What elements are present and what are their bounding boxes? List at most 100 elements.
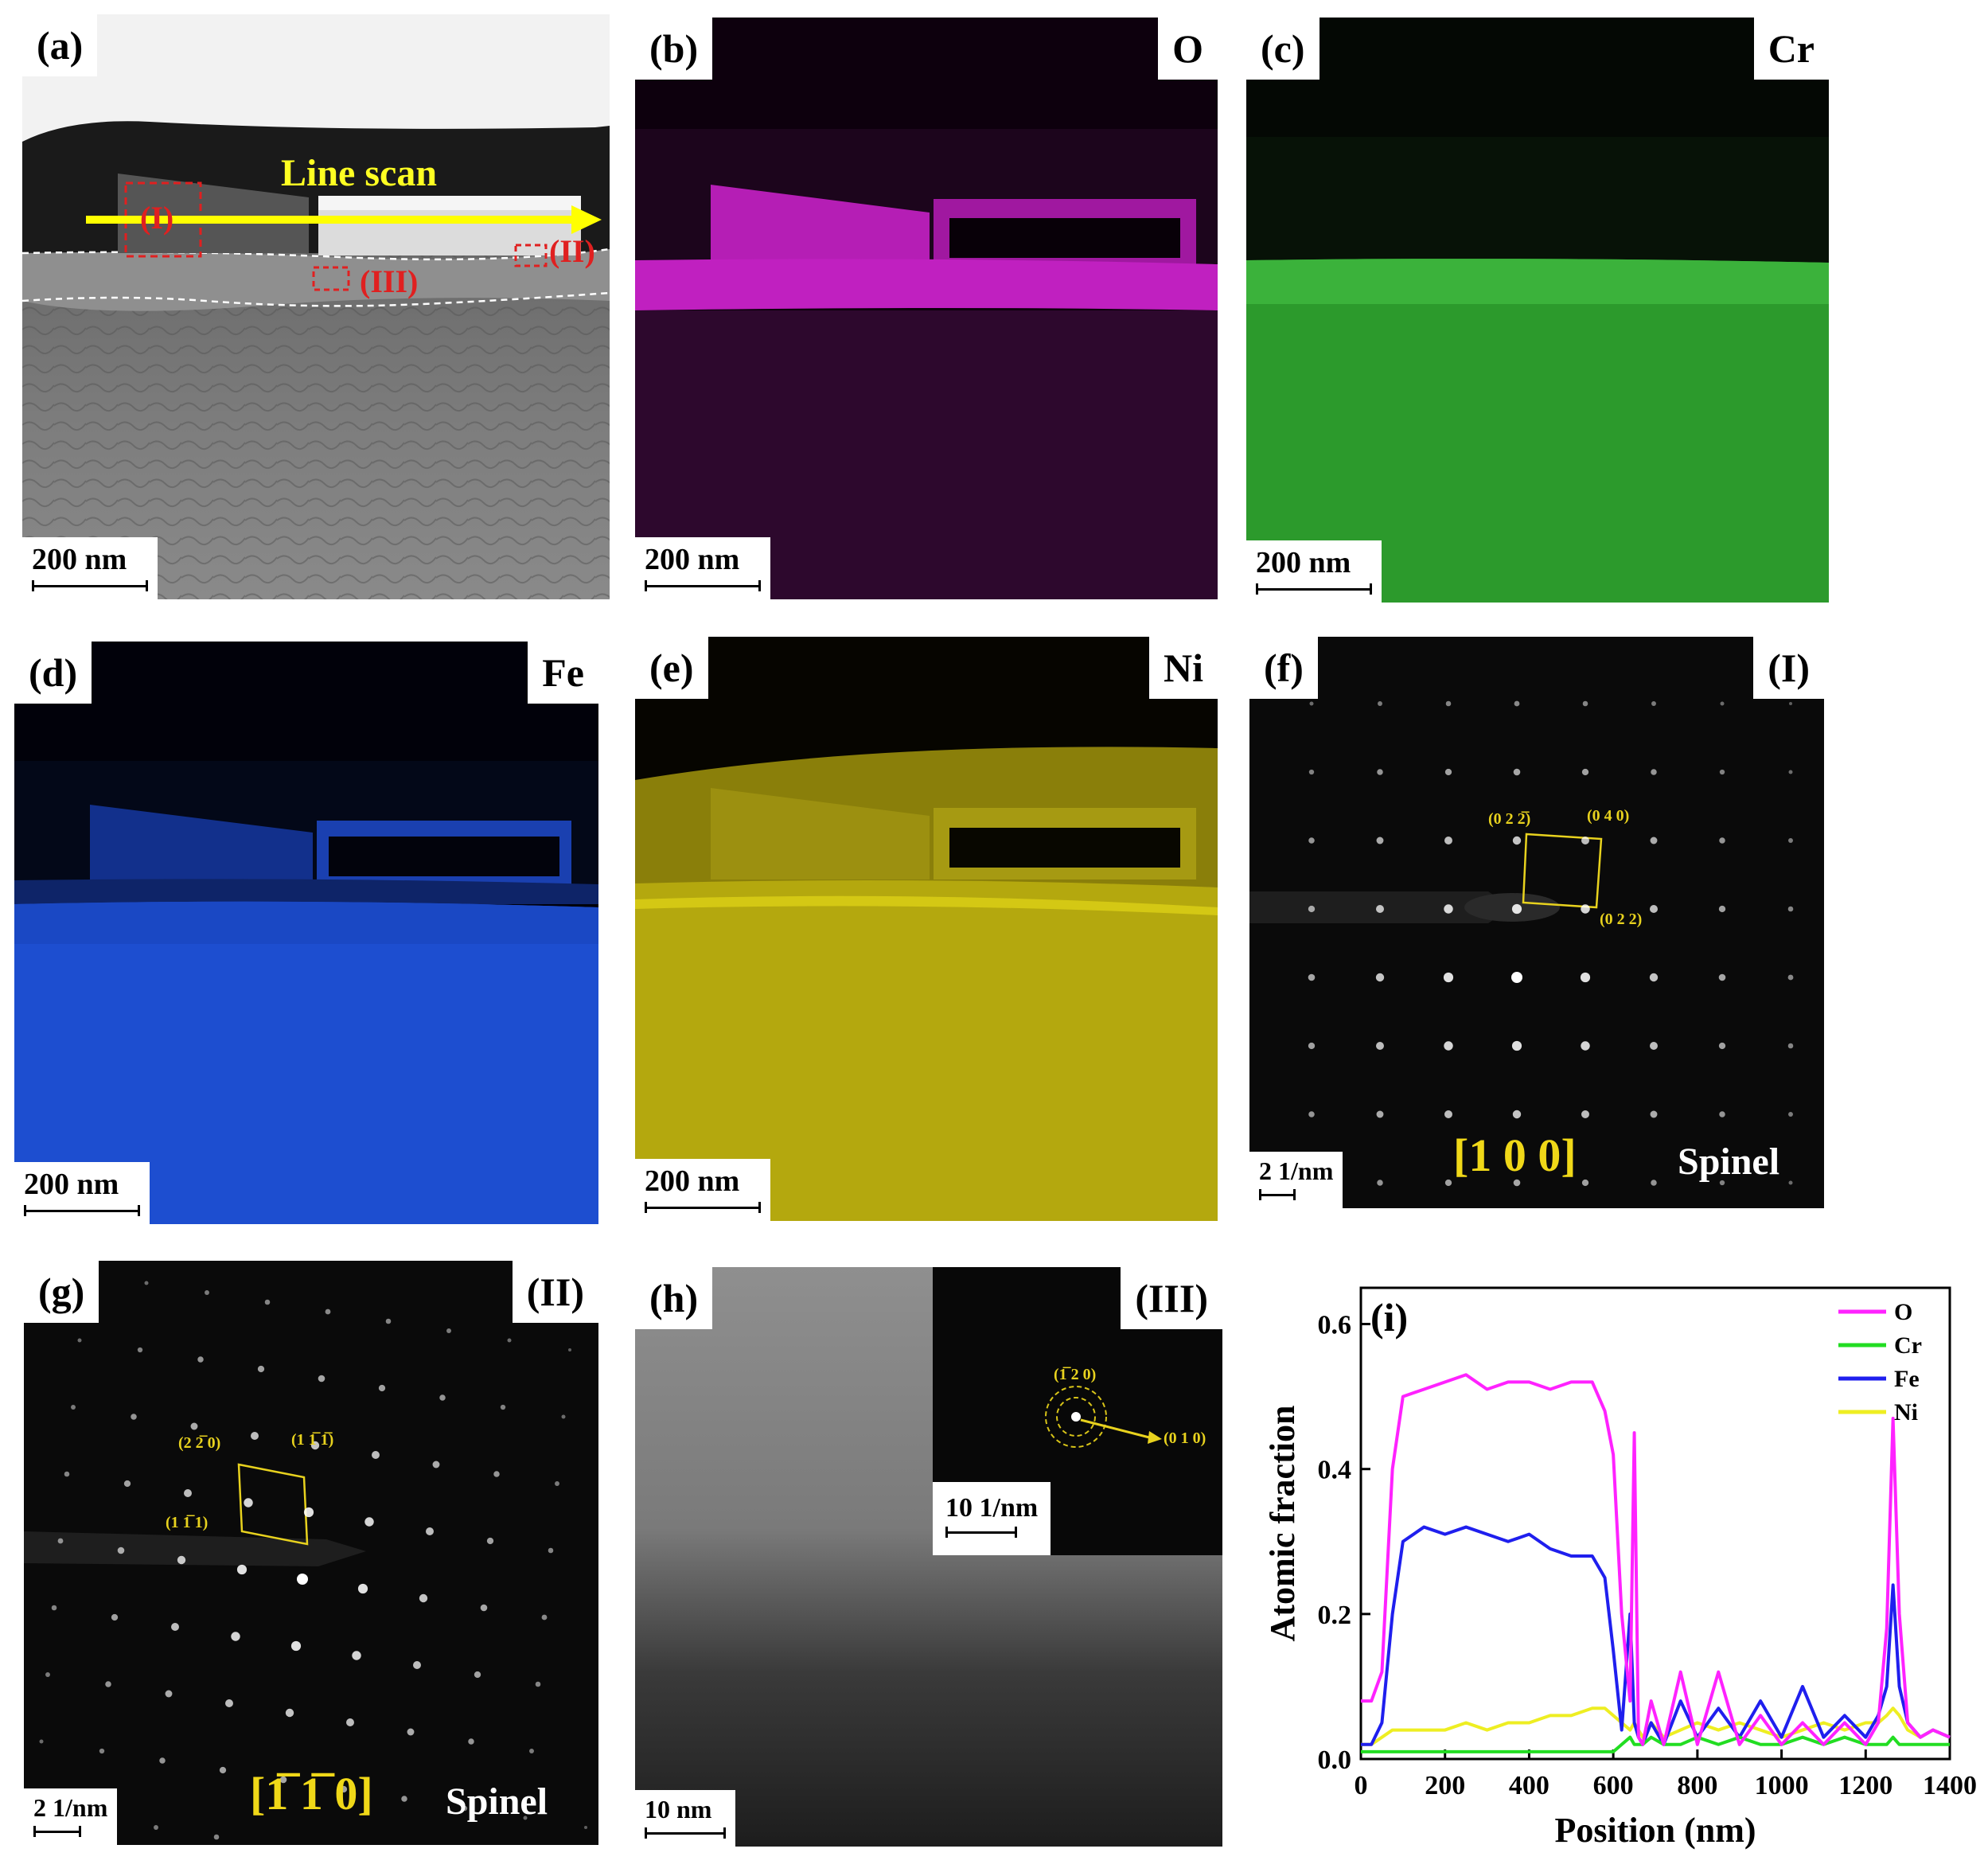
x-tick-label: 1000	[1755, 1771, 1809, 1800]
saed-g-diffraction-spot	[123, 1480, 131, 1488]
scale-bar-c-text: 200 nm	[1256, 546, 1351, 579]
legend-label-o: O	[1894, 1299, 1912, 1325]
saed-f-diffraction-spot	[1651, 701, 1656, 706]
saed-g-diffraction-spot	[285, 1708, 294, 1718]
saed-g-diffraction-spot	[480, 1604, 488, 1612]
saed-f-diffraction-spot	[1377, 769, 1383, 775]
saed-g-diffraction-spot	[426, 1527, 434, 1535]
saed-pattern-g	[24, 1261, 598, 1845]
legend-label-fe: Fe	[1894, 1366, 1920, 1392]
saed-f-diffraction-spot	[1719, 1111, 1725, 1117]
saed-f-diffraction-spot	[1789, 702, 1792, 705]
saed-g-diffraction-spot	[555, 1481, 559, 1486]
saed-g-diffraction-spot	[144, 1281, 149, 1285]
saed-g-diffraction-spot	[372, 1451, 380, 1459]
saed-g-diffraction-spot	[219, 1766, 227, 1774]
scale-bar-a-text: 200 nm	[32, 543, 127, 576]
saed-f-diffraction-spot	[1581, 837, 1589, 844]
saed-g-diffraction-spot	[340, 1785, 348, 1793]
saed-g-diffraction-spot	[244, 1498, 253, 1507]
saed-g-diffraction-spot	[184, 1489, 192, 1497]
saed-g-diffraction-spot	[279, 1776, 287, 1784]
saed-f-diffraction-spot	[1308, 1111, 1315, 1117]
saed-g-diffraction-spot	[190, 1422, 198, 1430]
saed-f-diffraction-spot	[1308, 905, 1316, 913]
saed-g-diffraction-spot	[64, 1471, 70, 1477]
saed-f-diffraction-spot	[1788, 1180, 1793, 1185]
x-tick-label: 1200	[1838, 1771, 1892, 1800]
x-tick-label: 400	[1509, 1771, 1549, 1800]
saed-f-diffraction-spot	[1444, 904, 1453, 914]
saed-g-diffraction-spot	[548, 1547, 554, 1554]
panel-c-label: (c)	[1246, 18, 1319, 80]
saed-f-diffraction-spot	[1719, 837, 1725, 844]
spot-label-h-1: (1̅ 2 0)	[1054, 1366, 1097, 1383]
panel-i-label: (i)	[1370, 1295, 1408, 1340]
saed-g-diffraction-spot	[105, 1681, 111, 1687]
scale-bar-a: 200 nm	[22, 537, 158, 599]
scale-bar-d-text: 200 nm	[24, 1168, 119, 1201]
y-tick-label: 0.6	[1318, 1311, 1352, 1340]
legend-label-cr: Cr	[1894, 1332, 1922, 1359]
saed-f-diffraction-spot	[1719, 1180, 1725, 1186]
saed-g-diffraction-spot	[264, 1299, 271, 1305]
saed-f-diffraction-spot	[1378, 701, 1382, 706]
saed-g-diffraction-spot	[45, 1672, 50, 1677]
saed-g-diffraction-spot	[318, 1375, 325, 1383]
y-tick-label: 0.4	[1318, 1456, 1352, 1485]
saed-g-diffraction-spot	[486, 1537, 494, 1545]
saed-g-diffraction-spot	[474, 1671, 481, 1679]
ni-elemental-map	[635, 637, 1218, 1221]
saed-g-diffraction-spot	[432, 1461, 440, 1468]
saed-f-diffraction-spot	[1651, 769, 1657, 775]
panel-e-ni-map: (e) Ni 200 nm	[635, 637, 1218, 1221]
panel-e-label: (e)	[635, 637, 708, 699]
saed-f-diffraction-spot	[1444, 1110, 1452, 1118]
saed-g-diffraction-spot	[310, 1441, 320, 1450]
o-elemental-map	[635, 18, 1218, 599]
saed-g-diffraction-spot	[523, 1816, 528, 1820]
region-I-label: (I)	[140, 200, 174, 236]
saed-f-diffraction-spot	[1444, 1041, 1453, 1051]
saed-f-diffraction-spot	[1719, 769, 1725, 775]
spot-label-f-3: (0 2 2)	[1600, 911, 1643, 928]
region-III-label: (III)	[360, 263, 419, 299]
saed-g-diffraction-spot	[346, 1718, 354, 1726]
panel-d-fe-map: (d) Fe 200 nm	[14, 642, 598, 1224]
saed-f-diffraction-spot	[1444, 1179, 1452, 1187]
panel-c-element: Cr	[1753, 18, 1829, 80]
saed-g-diffraction-spot	[225, 1699, 233, 1707]
panel-e-element: Ni	[1149, 637, 1218, 699]
saed-g-diffraction-spot	[159, 1757, 166, 1764]
scale-bar-f: 2 1/nm	[1249, 1152, 1343, 1208]
saed-f-diffraction-spot	[1443, 972, 1454, 983]
saed-g-diffraction-spot	[325, 1309, 331, 1315]
saed-g-diffraction-spot	[297, 1574, 308, 1585]
saed-f-diffraction-spot	[1650, 905, 1658, 913]
zone-axis-f: [1 0 0]	[1453, 1129, 1577, 1181]
saed-f-diffraction-spot	[1376, 905, 1384, 913]
saed-g-diffraction-spot	[439, 1394, 446, 1401]
saed-g-diffraction-spot	[57, 1538, 64, 1544]
panel-d-element: Fe	[528, 642, 598, 704]
x-tick-label: 200	[1425, 1771, 1465, 1800]
saed-f-diffraction-spot	[1513, 768, 1521, 776]
saed-f-diffraction-spot	[1511, 1040, 1522, 1051]
saed-f-diffraction-spot	[1309, 701, 1314, 706]
saed-f-diffraction-spot	[1581, 1179, 1589, 1187]
saed-f-diffraction-spot	[1581, 1041, 1590, 1051]
saed-f-diffraction-spot	[1788, 1112, 1793, 1117]
saed-g-diffraction-spot	[541, 1614, 548, 1621]
saed-f-diffraction-spot	[1718, 905, 1726, 913]
phase-label-g: Spinel	[446, 1780, 548, 1823]
saed-f-diffraction-spot	[1651, 1180, 1657, 1186]
saed-f-diffraction-spot	[1512, 1110, 1522, 1119]
scale-bar-h-inset: 10 1/nm	[933, 1482, 1051, 1555]
spot-label-h-2: (0 1 0)	[1164, 1429, 1206, 1447]
saed-g-diffraction-spot	[205, 1290, 209, 1295]
saed-g-diffraction-spot	[500, 1404, 506, 1410]
region-II-label: (II)	[549, 233, 595, 269]
plot-frame	[1359, 1286, 1951, 1761]
y-tick-label: 0.2	[1318, 1601, 1352, 1630]
panel-f-label: (f)	[1249, 637, 1318, 699]
